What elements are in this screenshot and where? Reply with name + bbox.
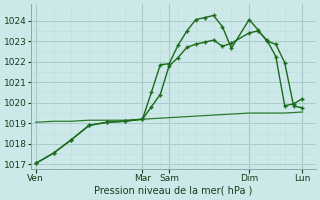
X-axis label: Pression niveau de la mer( hPa ): Pression niveau de la mer( hPa ) — [94, 186, 253, 196]
